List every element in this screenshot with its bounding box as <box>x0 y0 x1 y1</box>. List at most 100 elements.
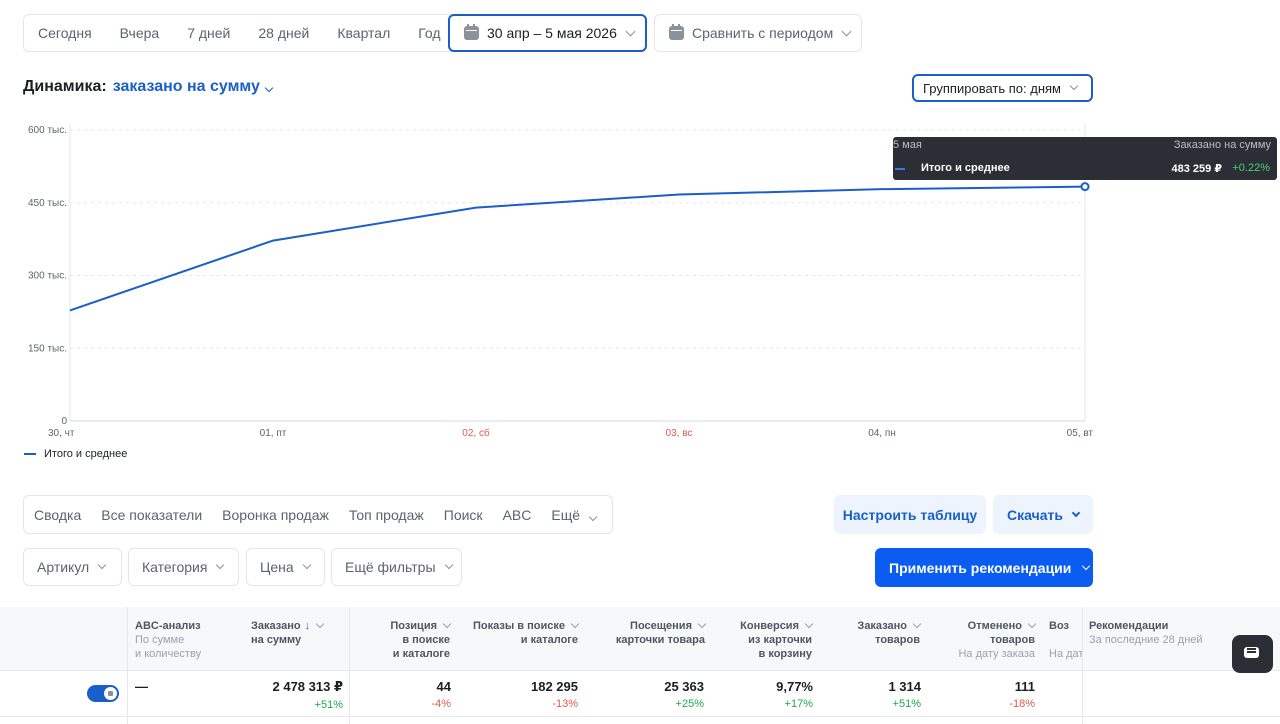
column-visits-l2: карточки товара <box>615 634 705 646</box>
column-abc-sub1: По сумме <box>135 634 185 646</box>
column-conversion-l3: в корзину <box>758 648 812 660</box>
dynamics-chart[interactable]: 0 150 тыс. 300 тыс. 450 тыс. 600 тыс. 30, чт 0… <box>0 112 1100 447</box>
column-abc[interactable]: ABC-анализ По сумме и количеству <box>135 619 201 661</box>
x-tick-label: 04, пн <box>868 428 896 439</box>
period-quarter[interactable]: Квартал <box>337 25 391 41</box>
filter-price[interactable]: Цена <box>246 548 325 586</box>
period-year[interactable]: Год <box>418 25 441 41</box>
column-abc-title: ABC-анализ <box>135 620 201 632</box>
report-tabs: Сводка Все показатели Воронка продаж Топ… <box>23 495 613 534</box>
table-row: — 2 478 313 ₽ +51% 44 -4% 182 295 -13% 25 3… <box>0 671 1280 717</box>
cell-conversion: 9,77% +17% <box>776 679 813 710</box>
column-returns[interactable]: Воз На дат <box>1049 619 1082 661</box>
column-impressions-l2: и каталоге <box>520 634 578 646</box>
filter-more[interactable]: Ещё фильтры <box>331 548 462 586</box>
filter-category-label: Категория <box>142 559 208 575</box>
cell-impressions-delta: -13% <box>552 698 578 710</box>
chevron-down-icon <box>264 83 274 93</box>
tab-search[interactable]: Поиск <box>443 506 483 523</box>
group-by-label: Группировать по: дням <box>923 80 1061 96</box>
column-position[interactable]: Позиция в поиске и каталоге <box>390 619 452 661</box>
dynamics-label: Динамика: <box>23 78 107 95</box>
cell-position-delta: -4% <box>431 698 451 710</box>
lock-icon <box>104 687 117 700</box>
column-returns-sub: На дат <box>1049 648 1082 660</box>
column-canceled[interactable]: Отменено товаров На дату заказа <box>958 619 1037 661</box>
column-ordered-sum[interactable]: Заказано ↓ на сумму <box>251 619 325 647</box>
cell-ordered-count-delta: +51% <box>892 698 921 710</box>
compare-period-dropdown[interactable]: Сравнить с периодом <box>654 14 862 52</box>
tooltip-series: Итого и среднее <box>921 162 1010 174</box>
tab-top-sales[interactable]: Топ продаж <box>348 506 424 523</box>
download-button[interactable]: Скачать <box>993 495 1093 534</box>
column-recommendations-title: Рекомендации <box>1089 620 1169 632</box>
apply-recommendations-button[interactable]: Применить рекомендации <box>875 548 1093 587</box>
period-yesterday[interactable]: Вчера <box>119 25 160 41</box>
period-7-days[interactable]: 7 дней <box>187 25 231 41</box>
filter-category[interactable]: Категория <box>128 548 239 586</box>
tab-more[interactable]: Ещё <box>541 507 606 523</box>
row-toggle[interactable] <box>87 685 119 702</box>
apply-recommendations-label: Применить рекомендации <box>889 559 1072 576</box>
column-ordered-count-l1: Заказано <box>857 620 907 632</box>
chevron-down-icon <box>1082 561 1091 570</box>
x-tick-label: 03, вс <box>666 428 693 439</box>
filter-price-label: Цена <box>260 559 294 575</box>
metrics-table: ABC-анализ По сумме и количеству Заказан… <box>0 607 1280 724</box>
column-visits[interactable]: Посещения карточки товара <box>615 619 707 647</box>
tooltip-metric: Заказано на сумму <box>1173 139 1271 151</box>
filter-more-label: Ещё фильтры <box>345 559 436 575</box>
cell-visits: 25 363 +25% <box>664 679 704 710</box>
period-selector: Сегодня Вчера 7 дней 28 дней Квартал Год <box>23 14 647 52</box>
chart-tooltip: 5 мая Заказано на сумму Итого и среднее … <box>893 137 1277 180</box>
period-today[interactable]: Сегодня <box>38 25 92 41</box>
tab-all-metrics[interactable]: Все показатели <box>101 506 203 523</box>
chevron-down-icon <box>315 619 325 629</box>
cell-impressions-value: 182 295 <box>531 679 578 694</box>
date-range-picker[interactable]: 30 апр – 5 мая 2026 <box>448 14 647 52</box>
cell-visits-delta: +25% <box>675 698 704 710</box>
column-divider <box>1082 607 1083 724</box>
calendar-icon <box>464 24 479 40</box>
dynamics-title: Динамика: заказано на сумму <box>23 78 274 96</box>
cell-ordered-sum-value: 2 478 313 ₽ <box>272 679 344 694</box>
x-tick-label: 02, сб <box>462 427 490 439</box>
y-tick-label: 150 тыс. <box>28 343 67 354</box>
chat-icon[interactable] <box>1232 635 1273 673</box>
column-divider <box>127 607 128 724</box>
chevron-down-icon <box>216 560 225 570</box>
chevron-down-icon <box>697 619 707 629</box>
sort-desc-icon[interactable]: ↓ <box>304 620 311 632</box>
column-position-l3: и каталоге <box>392 648 450 660</box>
configure-table-button[interactable]: Настроить таблицу <box>834 495 986 534</box>
column-ordered-count-l2: товаров <box>875 634 920 646</box>
group-by-dropdown[interactable]: Группировать по: дням <box>912 74 1093 102</box>
column-canceled-l2: товаров <box>990 634 1035 646</box>
chevron-down-icon <box>1027 619 1037 629</box>
filter-article[interactable]: Артикул <box>23 548 122 586</box>
cell-ordered-sum-delta: +51% <box>314 699 343 711</box>
metric-selector[interactable]: заказано на сумму <box>113 78 274 95</box>
column-conversion[interactable]: Конверсия из карточки в корзину <box>740 619 814 661</box>
y-tick-label: 600 тыс. <box>28 125 67 136</box>
cell-conversion-delta: +17% <box>784 698 813 710</box>
chevron-down-icon <box>444 560 453 570</box>
x-tick-label: 05, вт <box>1067 428 1094 439</box>
period-28-days[interactable]: 28 дней <box>258 25 310 41</box>
chevron-down-icon <box>97 560 107 570</box>
x-tick-label: 01, пт <box>260 428 287 439</box>
y-tick-label: 300 тыс. <box>28 271 67 282</box>
column-conversion-l1: Конверсия <box>740 620 799 632</box>
cell-canceled-delta: -18% <box>1009 698 1035 710</box>
column-ordered-count[interactable]: Заказано товаров <box>857 619 922 647</box>
tab-abc[interactable]: ABC <box>502 506 532 523</box>
tab-summary[interactable]: Сводка <box>34 506 82 523</box>
x-tick-label: 30, чт <box>48 428 75 439</box>
tooltip-value: 483 259 ₽ <box>1171 163 1222 175</box>
column-recommendations-sub: За последние 28 дней <box>1089 634 1203 646</box>
chevron-down-icon <box>442 619 452 629</box>
tab-sales-funnel[interactable]: Воронка продаж <box>222 506 329 523</box>
column-impressions[interactable]: Показы в поиске и каталоге <box>473 619 580 647</box>
cell-ordered-count-value: 1 314 <box>888 679 921 694</box>
tooltip-swatch <box>895 168 905 170</box>
